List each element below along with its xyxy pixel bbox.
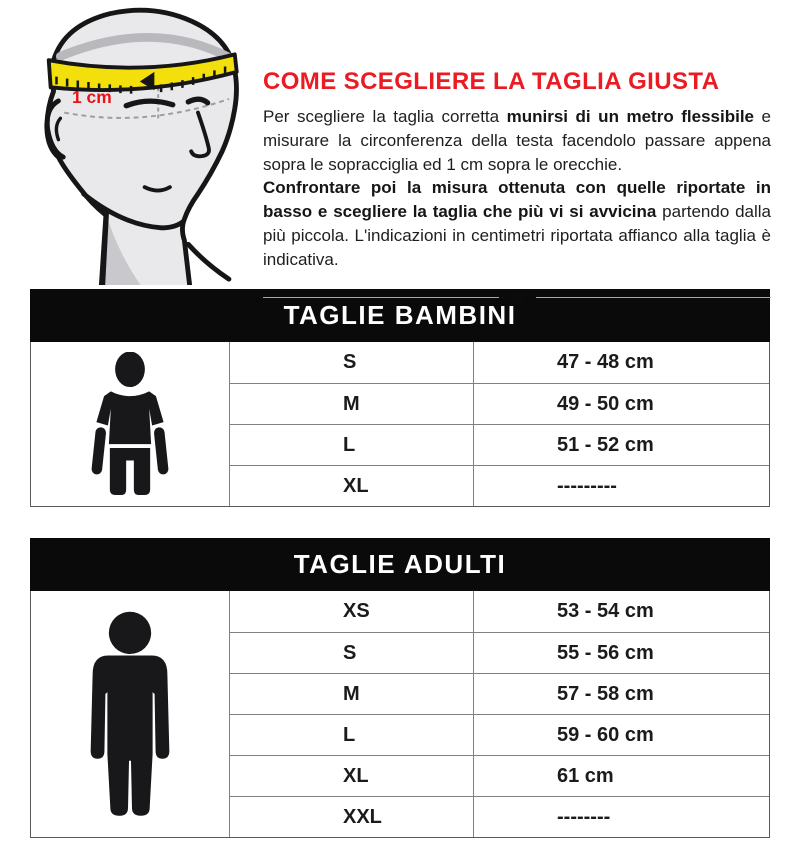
divider-line-left: [263, 296, 499, 298]
size-cell: XL: [230, 755, 474, 796]
size-cell: XS: [230, 591, 474, 632]
measure-cell: 49 - 50 cm: [474, 383, 769, 424]
size-cell: S: [230, 632, 474, 673]
divider-dot-icon: [509, 289, 525, 305]
intro-seg-3: Confrontare poi la misura ottenuta con q…: [263, 178, 771, 222]
intro-column: COME SCEGLIERE LA TAGLIA GIUSTA Per sceg…: [263, 68, 771, 305]
intro-seg-2: e misurare la circonferenza della testa …: [263, 107, 771, 174]
size-cell: S: [230, 342, 474, 383]
measure-cell: 55 - 56 cm: [474, 632, 769, 673]
size-cell: XL: [230, 465, 474, 506]
intro-section: 1 cm COME SCEGLIERE LA TAGLIA GIUSTA Per…: [0, 0, 800, 305]
children-table-title: TAGLIE BAMBINI: [30, 289, 770, 342]
page-title: COME SCEGLIERE LA TAGLIA GIUSTA: [263, 68, 720, 95]
intro-seg-1: munirsi di un metro flessibile: [506, 107, 754, 126]
measure-cell: 61 cm: [474, 755, 769, 796]
head-with-measuring-tape-illustration: 1 cm: [8, 4, 260, 293]
tape-arrow-icon: [139, 71, 155, 91]
tape-ticks: [55, 66, 227, 94]
size-cell: XXL: [230, 796, 474, 837]
measure-cell: 47 - 48 cm: [557, 351, 654, 373]
measure-cell: 59 - 60 cm: [474, 714, 769, 755]
child-silhouette-icon: [31, 342, 230, 506]
children-table-grid: S 47 - 48 cm M 49 - 50 cm L 51 - 52 cm X…: [30, 342, 770, 507]
adult-silhouette-icon: [31, 591, 230, 837]
size-cell: M: [230, 673, 474, 714]
children-sizes-table: TAGLIE BAMBINI S 47 - 48 cm M: [30, 289, 770, 507]
size-cell: M: [230, 383, 474, 424]
measure-cell: 51 - 52 cm: [474, 424, 769, 465]
measure-cell: 57 - 58 cm: [474, 673, 769, 714]
intro-seg-4: partendo dalla più piccola. L'indicazion…: [263, 202, 771, 269]
measure-cell: --------: [474, 796, 769, 837]
divider-line-right: [535, 296, 771, 298]
head-illustration-svg: 1 cm: [44, 7, 239, 293]
measure-cell: 53 - 54 cm: [557, 600, 654, 622]
one-cm-label: 1 cm: [72, 87, 112, 107]
size-cell: L: [230, 714, 474, 755]
size-cell: L: [230, 424, 474, 465]
adult-table-title: TAGLIE ADULTI: [30, 538, 770, 591]
measure-cell: ---------: [474, 465, 769, 506]
adult-table-grid: XS 53 - 54 cm S 55 - 56 cm M 57 - 58 cm …: [30, 591, 770, 838]
adult-sizes-table: TAGLIE ADULTI XS 53 - 54 cm S 55 - 56 cm…: [30, 538, 770, 838]
intro-seg-0: Per scegliere la taglia corretta: [263, 107, 507, 126]
section-divider: [263, 289, 771, 305]
intro-paragraph: Per scegliere la taglia corretta munirsi…: [263, 105, 771, 272]
